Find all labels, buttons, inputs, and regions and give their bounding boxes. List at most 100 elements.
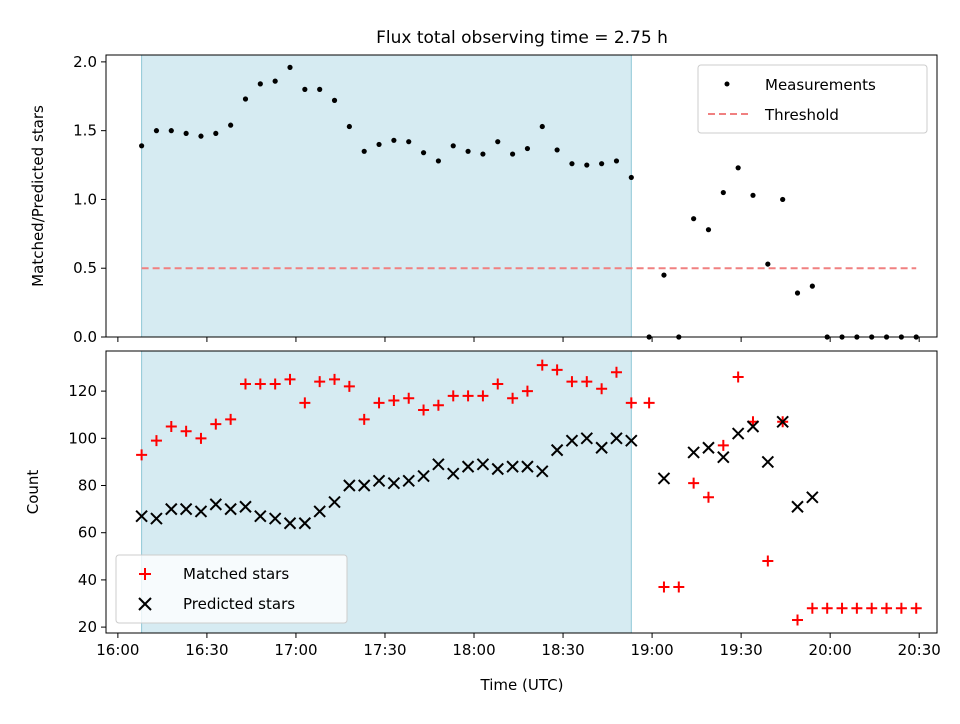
predicted-stars-point [224, 502, 237, 516]
measurements-point [613, 158, 620, 164]
measurements-point [198, 133, 204, 139]
matched-stars-point [836, 602, 848, 614]
matched-stars-point [492, 378, 504, 390]
predicted-stars-point [580, 432, 594, 445]
predicted-stars-point [565, 434, 579, 447]
measurements-point [794, 290, 801, 296]
bottom-y-axis-label: Count [24, 470, 42, 515]
measurements-legend-label: Measurements [765, 76, 876, 94]
measurements-point [524, 145, 531, 152]
predicted-stars-point [268, 512, 282, 525]
matched-stars-point [210, 418, 222, 430]
y-tick-label: 80 [78, 477, 97, 495]
star-count-panel: 20 40 60 80 100 120 16:00 16:30 17:00 17:30 18:00… [24, 350, 941, 694]
measurements-point [183, 130, 189, 137]
measurements-point [765, 261, 771, 267]
x-tick-label: 16:30 [185, 641, 228, 659]
predicted-stars-point [135, 509, 148, 523]
predicted-stars-point [791, 500, 804, 513]
top-legend: Measurements Threshold [697, 64, 928, 134]
predicted-stars-point [657, 472, 671, 485]
matched-stars-point [314, 376, 326, 388]
y-tick-label: 1.5 [73, 122, 97, 140]
x-tick-label: 19:30 [720, 641, 763, 659]
matched-stars-point [821, 602, 833, 614]
measurements-point [495, 139, 501, 145]
x-tick-label: 17:30 [363, 641, 406, 659]
predicted-stars-point [506, 460, 519, 473]
predicted-stars-point [746, 420, 760, 433]
predicted-stars-point [550, 443, 564, 457]
matched-stars-point [688, 477, 700, 489]
predicted-stars-point [313, 505, 326, 518]
x-tick-label: 20:00 [809, 641, 852, 659]
matched-stars-point [136, 449, 148, 461]
predicted-stars-legend-marker [138, 597, 152, 611]
figure-title: Flux total observing time = 2.75 h [376, 28, 668, 48]
matched-stars-point [806, 602, 818, 614]
measurements-point [435, 158, 441, 164]
measurements-point [213, 130, 219, 137]
matched-stars-point [225, 413, 237, 425]
matched-stars-legend-marker [139, 568, 151, 580]
measurements-point [539, 123, 545, 130]
x-tick-label: 18:00 [452, 641, 495, 659]
top-observing-window-shade [141, 54, 632, 338]
predicted-stars-point [209, 498, 223, 511]
matched-stars-point [792, 614, 804, 626]
measurements-point [168, 128, 174, 134]
matched-stars-point [343, 380, 355, 392]
matched-stars-point [432, 399, 444, 411]
matched-stars-point [521, 385, 533, 397]
measurements-point [599, 161, 605, 167]
measurements-point [287, 64, 293, 70]
predicted-stars-point [417, 469, 430, 483]
top-plot-frame [105, 54, 938, 338]
matched-stars-point [732, 371, 744, 383]
bottom-plot-frame [105, 350, 938, 634]
measurements-point [735, 165, 741, 171]
measurements-point [242, 96, 249, 102]
measurements-point [346, 123, 352, 130]
predicted-stars-point [761, 455, 775, 469]
x-tick-label: 16:00 [96, 641, 139, 659]
predicted-stars-point [387, 476, 401, 490]
predicted-stars-point [298, 517, 312, 530]
matched-stars-point [239, 378, 251, 390]
matched-stars-point [610, 366, 622, 378]
matched-stars-point [673, 581, 685, 593]
measurements-point [480, 151, 486, 157]
measurements-point [257, 81, 263, 87]
measurements-point [420, 150, 427, 156]
measurements-point [465, 148, 471, 154]
predicted-stars-point [239, 500, 252, 513]
matched-stars-point [462, 390, 474, 402]
measurements-point [750, 192, 756, 198]
predicted-stars-point [328, 495, 341, 509]
x-tick-label: 17:00 [274, 641, 317, 659]
matched-stars-point [388, 395, 400, 407]
predicted-stars-point [731, 427, 745, 440]
matched-stars-legend-label: Matched stars [183, 565, 289, 583]
y-tick-label: 100 [68, 429, 97, 447]
measurements-point [691, 216, 697, 222]
measurements-point [406, 139, 412, 145]
x-tick-label: 19:00 [630, 641, 673, 659]
matched-stars-point [895, 602, 907, 614]
measurements-point [780, 196, 786, 203]
x-tick-label: 20:30 [898, 641, 941, 659]
measurements-point [450, 143, 456, 149]
measurements-point [272, 78, 278, 84]
matched-stars-point [507, 392, 519, 404]
y-tick-label: 0.5 [73, 259, 97, 277]
measurements-point [302, 86, 308, 92]
measurements-point [509, 151, 516, 157]
predicted-stars-point [447, 467, 460, 480]
y-tick-label: 1.0 [73, 190, 97, 208]
predicted-stars-point [687, 446, 700, 459]
predicted-stars-point [402, 474, 415, 487]
predicted-stars-point [179, 502, 193, 516]
matched-stars-point [910, 602, 922, 614]
matched-stars-point [284, 373, 296, 385]
